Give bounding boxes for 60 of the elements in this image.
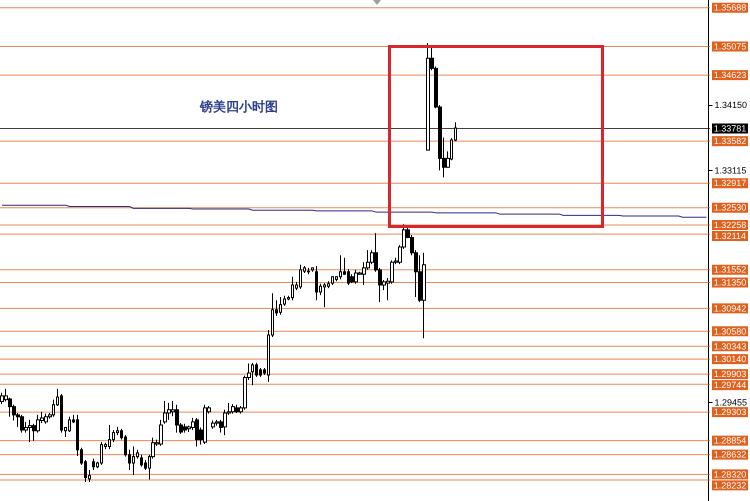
candlestick bbox=[0, 392, 4, 405]
candlestick bbox=[159, 419, 163, 446]
ref-line-label: 1.31552 bbox=[714, 264, 746, 275]
ref-line-label: 1.29744 bbox=[714, 380, 746, 390]
candlestick bbox=[323, 282, 326, 308]
candlestick bbox=[315, 266, 318, 301]
candlestick bbox=[183, 423, 187, 434]
ref-line-label: 1.30942 bbox=[714, 303, 746, 314]
candlestick bbox=[259, 367, 262, 378]
ref-line-label: 1.32114 bbox=[714, 230, 746, 241]
ref-line-label: 1.28232 bbox=[714, 480, 746, 490]
candlestick bbox=[311, 266, 314, 272]
candlestick bbox=[307, 267, 310, 275]
ref-line-label: 1.32530 bbox=[714, 202, 746, 213]
ref-line-label: 1.28632 bbox=[714, 450, 746, 460]
text: 镑美四小时图 bbox=[199, 99, 278, 115]
candlestick bbox=[132, 446, 135, 476]
ref-line-label: 1.32258 bbox=[714, 220, 746, 230]
candlestick bbox=[211, 420, 215, 430]
ref-line-label: 1.28854 bbox=[714, 436, 746, 446]
ref-line-label: 1.35688 bbox=[714, 2, 746, 13]
candlestick bbox=[279, 296, 282, 316]
candlestick bbox=[92, 458, 95, 470]
ref-line-label: 1.31350 bbox=[714, 277, 746, 288]
candlestick bbox=[354, 269, 358, 284]
candlestick bbox=[331, 276, 334, 286]
ref-line-label: 1.30580 bbox=[714, 326, 746, 336]
candlestick bbox=[195, 418, 199, 448]
ref-line-label: 1.32917 bbox=[714, 178, 746, 188]
candlestick bbox=[108, 424, 111, 450]
candlestick bbox=[175, 404, 179, 434]
ref-line-label: 1.29303 bbox=[714, 407, 746, 418]
ref-line-label: 1.33781 bbox=[714, 124, 746, 134]
ref-line-label: 1.29903 bbox=[714, 369, 746, 380]
ref-line-label: 1.28320 bbox=[714, 469, 746, 480]
ref-line-label: 1.30140 bbox=[714, 354, 746, 364]
candlestick bbox=[235, 404, 239, 414]
ref-line-label: 1.35075 bbox=[714, 42, 746, 52]
candlestick bbox=[422, 252, 426, 339]
candlestick bbox=[60, 393, 63, 434]
y-tick-label: 1.29455 bbox=[714, 398, 748, 408]
ref-line-label: 1.30343 bbox=[714, 341, 746, 352]
candlestick bbox=[100, 442, 103, 466]
y-tick-label: 1.33115 bbox=[714, 166, 746, 176]
candlestick bbox=[167, 402, 171, 420]
candlestick bbox=[339, 254, 342, 280]
candlestick bbox=[203, 404, 207, 444]
candlestick bbox=[163, 400, 167, 424]
line-series bbox=[1, 204, 707, 218]
candlestick bbox=[28, 419, 32, 443]
candlestick bbox=[299, 264, 302, 290]
y-tick-label: 1.34150 bbox=[714, 100, 748, 110]
candlestick bbox=[231, 404, 235, 414]
candlestick bbox=[251, 362, 254, 386]
candlestick bbox=[291, 276, 294, 301]
candlestick bbox=[20, 414, 24, 434]
ref-line-label: 1.34623 bbox=[714, 70, 746, 80]
candlestick bbox=[44, 413, 48, 424]
candlestick bbox=[140, 454, 143, 468]
ref-line-label: 1.33582 bbox=[714, 136, 746, 146]
